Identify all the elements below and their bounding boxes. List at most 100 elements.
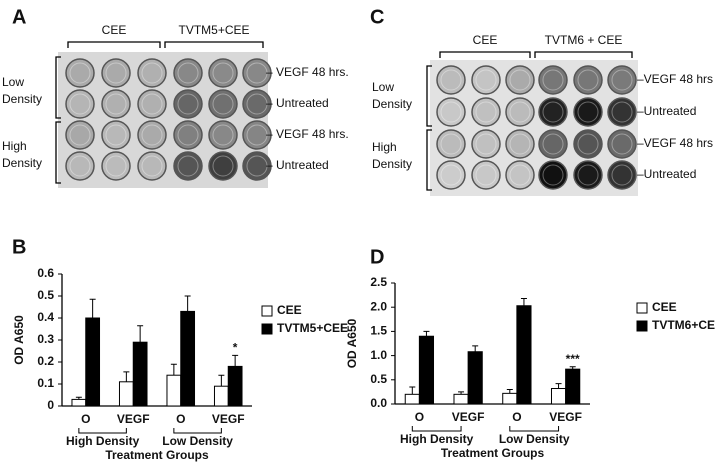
panel-label: A [12,6,26,28]
group-label: Low Density [499,432,570,446]
y-tick-label: 0.1 [37,376,54,390]
well-inner [611,101,633,123]
row-label: –Untreated [637,167,696,181]
x-tick-label: VEGF [549,410,582,424]
well-inner [177,93,199,115]
bar [502,392,518,405]
well-inner [177,62,199,84]
bar [550,388,567,405]
row-label: – Untreated [266,96,329,110]
bar [565,368,581,405]
well-inner [105,124,127,146]
row-group-label: Density [2,92,42,106]
error-bar [218,374,225,387]
group-bracket [78,428,127,434]
error-bar [137,325,144,343]
well-inner [577,164,599,186]
x-tick-label: VEGF [117,412,150,426]
bar [418,335,435,405]
y-tick-label: 0.3 [37,332,54,346]
error-bar [555,383,562,389]
row-label: – VEGF 48 hrs. [266,127,349,141]
error-bar [409,386,416,395]
well-inner [440,164,462,186]
bar [467,351,483,405]
group-label: High Density [66,434,140,448]
bar [132,341,148,407]
error-bar [75,396,82,400]
group-bracket [411,426,462,432]
y-tick-label: 0.6 [37,266,54,280]
x-tick-label: O [176,412,185,426]
y-tick-label: 0.4 [37,310,54,324]
error-bar [520,297,527,306]
bar [453,393,469,405]
well-inner [105,62,127,84]
x-tick-label: O [81,412,90,426]
x-axis-label: Treatment Groups [105,448,209,462]
well-inner [475,69,497,91]
bar [166,374,182,407]
legend-label: CEE [652,300,677,314]
row-group-label: Low [2,75,24,89]
well-inner [509,164,531,186]
column-group-label: CEE [102,23,127,37]
bar [213,385,229,407]
y-tick-label: 1.5 [370,324,387,338]
well-inner [509,133,531,155]
bracket [67,41,161,48]
well-inner [577,133,599,155]
group-label: Low Density [162,434,233,448]
legend-label: TVTM5+CEE [277,321,348,335]
row-label: –Untreated [637,104,696,118]
bracket [426,129,432,191]
well-inner [69,124,91,146]
column-group-label: CEE [473,33,498,47]
legend-label: TVTM6+CEE [652,318,715,332]
error-bar [506,388,513,394]
well-inner [177,124,199,146]
bracket [55,121,61,184]
y-tick-label: 2.5 [370,275,387,289]
bar [404,393,420,405]
column-group-label: TVTM6 + CEE [545,33,623,47]
well-inner [509,69,531,91]
legend-swatch [636,320,648,332]
error-bar [184,295,191,312]
x-tick-label: VEGF [212,412,245,426]
legend-swatch [261,305,273,317]
row-label: –VEGF 48 hrs [637,136,713,150]
well-inner [440,101,462,123]
y-axis-label: OD A650 [12,315,26,365]
y-tick-label: 0.5 [37,288,54,302]
well-inner [141,93,163,115]
bar [516,305,532,405]
bar [180,310,196,407]
well-inner [69,62,91,84]
well-inner [542,69,564,91]
significance-marker: *** [566,352,580,366]
well-inner [577,101,599,123]
row-group-label: Density [2,156,42,170]
panel-label: B [12,236,26,258]
well-inner [509,101,531,123]
well-inner [542,101,564,123]
error-bar [423,330,430,337]
well-inner [475,133,497,155]
well-inner [440,69,462,91]
error-bar [170,363,177,376]
bracket [55,56,61,119]
well-inner [246,155,268,177]
error-bar [569,366,576,370]
bracket [534,51,633,58]
well-inner [475,101,497,123]
well-inner [440,133,462,155]
legend-label: CEE [277,303,302,317]
well-inner [611,133,633,155]
error-bar [472,345,479,352]
well-inner [611,69,633,91]
row-label: – Untreated [266,158,329,172]
well-inner [141,62,163,84]
well-inner [212,155,234,177]
row-group-label: High [2,139,27,153]
